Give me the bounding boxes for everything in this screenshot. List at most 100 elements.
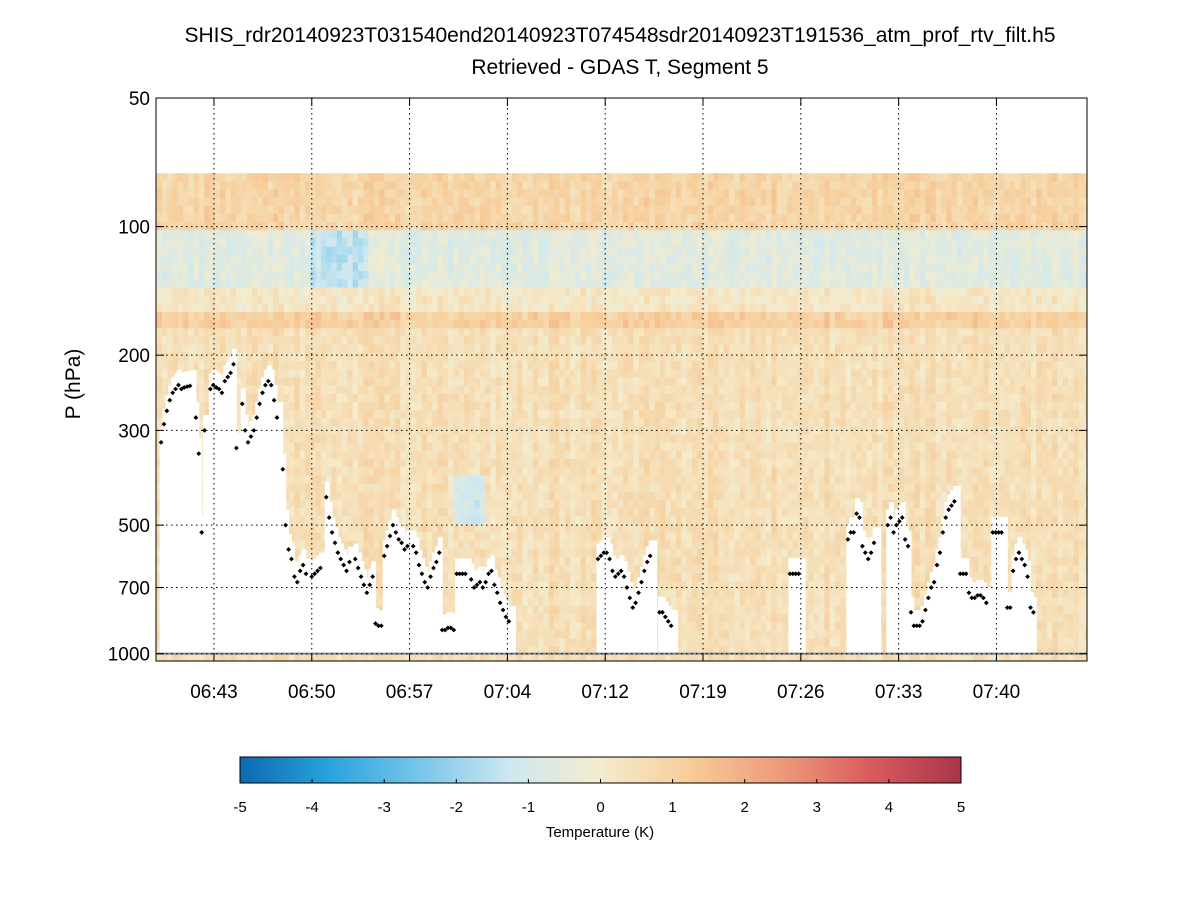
heatmap-cell (490, 295, 497, 305)
heatmap-cell (554, 638, 560, 648)
heatmap-cell (400, 475, 406, 484)
heatmap-cell (448, 565, 454, 574)
heatmap-cell (495, 442, 502, 452)
heatmap-cell (262, 222, 269, 231)
heatmap-cell (262, 214, 269, 223)
heatmap-cell (363, 238, 369, 248)
heatmap-cell (575, 483, 581, 492)
heatmap-cell (161, 303, 168, 313)
heatmap-cell (495, 336, 502, 345)
heatmap-cell (527, 336, 534, 345)
heatmap-cell (543, 654, 550, 661)
heatmap-cell (220, 361, 226, 370)
heatmap-cell (516, 189, 523, 199)
heatmap-cell (511, 540, 518, 550)
heatmap-cell (389, 271, 396, 280)
heatmap-cell (156, 230, 163, 239)
heatmap-cell (241, 344, 247, 354)
heatmap-cell (591, 254, 597, 264)
heatmap-cell (283, 450, 290, 460)
heatmap-cell (251, 336, 258, 345)
heatmap-cell (257, 222, 263, 231)
heatmap-cell (538, 532, 544, 541)
heatmap-cell (289, 287, 295, 296)
heatmap-cell (554, 524, 560, 533)
heatmap-cell (527, 197, 534, 207)
heatmap-cell (336, 230, 343, 239)
heatmap-cell (485, 279, 491, 288)
heatmap-cell (559, 214, 565, 223)
heatmap-cell (580, 295, 587, 305)
heatmap-cell (273, 189, 279, 199)
heatmap-cell (289, 320, 295, 329)
heatmap-cell (527, 467, 534, 476)
heatmap-cell (554, 352, 560, 362)
heatmap-cell (241, 189, 247, 199)
heatmap-cell (331, 181, 338, 190)
heatmap-cell (463, 287, 470, 296)
heatmap-cell (516, 589, 523, 599)
heatmap-cell (320, 328, 327, 337)
heatmap-cell (198, 344, 205, 354)
heatmap-cell (532, 246, 539, 256)
heatmap-cell (421, 214, 428, 223)
heatmap-cell (177, 246, 184, 256)
heatmap-cell (400, 320, 406, 329)
heatmap-cell (389, 214, 396, 223)
heatmap-cell (522, 548, 528, 558)
heatmap-cell (326, 352, 332, 362)
heatmap-cell (304, 508, 311, 517)
heatmap-cell (167, 377, 173, 386)
heatmap-cell (432, 654, 438, 661)
heatmap-cell (432, 352, 438, 362)
heatmap-cell (474, 508, 481, 517)
heatmap-cell (479, 238, 486, 248)
heatmap-cell (469, 483, 475, 492)
heatmap-cell (188, 197, 194, 207)
heatmap-cell (453, 524, 459, 533)
heatmap-cell (283, 263, 290, 272)
heatmap-cell (421, 401, 428, 411)
heatmap-cell (442, 393, 449, 403)
heatmap-cell (395, 369, 401, 378)
heatmap-cell (426, 173, 433, 182)
heatmap-cell (580, 646, 587, 656)
heatmap-cell (569, 524, 576, 533)
heatmap-cell (368, 499, 375, 509)
heatmap-cell (437, 246, 444, 256)
heatmap-cell (363, 516, 369, 525)
heatmap-cell (585, 393, 592, 403)
heatmap-cell (448, 540, 454, 550)
heatmap-cell (379, 556, 385, 566)
heatmap-cell (532, 344, 539, 354)
heatmap-cell (167, 320, 173, 329)
heatmap-cell (532, 434, 539, 443)
heatmap-cell (167, 189, 173, 199)
heatmap-cell (506, 434, 512, 443)
heatmap-cell (331, 459, 338, 468)
heatmap-cell (357, 516, 364, 525)
heatmap-cell (426, 401, 433, 411)
heatmap-cell (230, 279, 237, 288)
heatmap-cell (289, 197, 295, 207)
heatmap-cell (384, 336, 391, 345)
heatmap-cell (490, 483, 497, 492)
heatmap-cell (188, 181, 194, 190)
heatmap-cell (167, 222, 173, 231)
heatmap-cell (437, 181, 444, 190)
heatmap-cell (580, 279, 587, 288)
heatmap-cell (554, 548, 560, 558)
heatmap-cell (448, 263, 454, 272)
heatmap-cell (559, 385, 565, 394)
heatmap-cell (591, 401, 597, 411)
heatmap-cell (294, 540, 300, 550)
heatmap-cell (220, 279, 226, 288)
heatmap-cell (522, 442, 528, 452)
heatmap-cell (516, 524, 523, 533)
heatmap-cell (559, 654, 565, 661)
heatmap-cell (198, 295, 205, 305)
heatmap-cell (342, 303, 348, 313)
heatmap-cell (236, 214, 242, 223)
heatmap-cell (501, 565, 507, 574)
heatmap-cell (405, 287, 412, 296)
